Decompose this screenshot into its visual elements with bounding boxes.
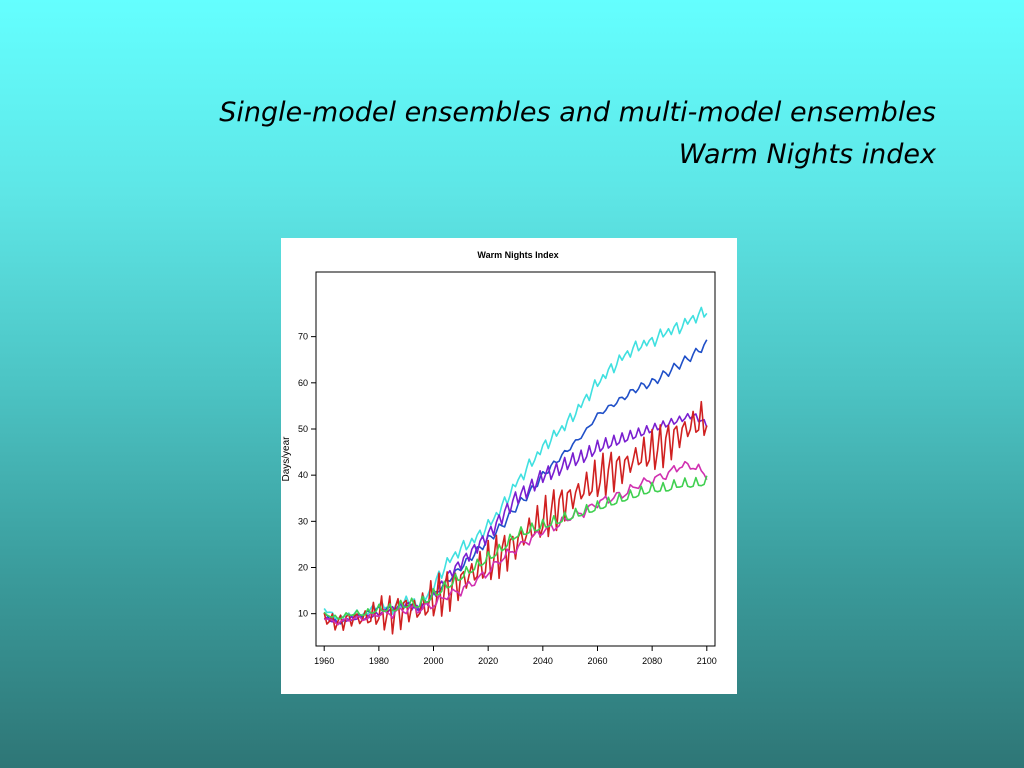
warm-nights-chart: Warm Nights Index 1960 1980 2000 2020 2040 20… <box>281 250 717 666</box>
slide-title: Single-model ensembles and multi-model e… <box>76 92 936 176</box>
y-tick-label-30: 30 <box>298 516 308 526</box>
series-line-3 <box>323 412 708 625</box>
x-tick-label-2020: 2020 <box>478 656 498 666</box>
x-tick-label-2040: 2040 <box>533 656 553 666</box>
x-tick-label-2000: 2000 <box>423 656 443 666</box>
y-tick-label-40: 40 <box>298 470 308 480</box>
x-tick-label-2100: 2100 <box>697 656 717 666</box>
chart-panel: Warm Nights Index 1960 1980 2000 2020 2040 20… <box>281 238 737 694</box>
series-line-5 <box>324 460 708 626</box>
y-tick-label-70: 70 <box>298 332 308 342</box>
plot-frame <box>315 271 716 647</box>
slide-title-line-2: Warm Nights index <box>678 139 936 170</box>
chart-title: Warm Nights Index <box>477 250 558 260</box>
y-tick-label-10: 10 <box>298 609 308 619</box>
slide-title-line-1: Single-model ensembles and multi-model e… <box>219 97 936 128</box>
x-tick-label-1960: 1960 <box>314 656 334 666</box>
y-tick-label-60: 60 <box>298 378 308 388</box>
x-tick-label-2080: 2080 <box>642 656 662 666</box>
x-tick-label-2060: 2060 <box>587 656 607 666</box>
series-line-6 <box>323 475 708 620</box>
y-tick-label-20: 20 <box>298 563 308 573</box>
x-axis: 1960 1980 2000 2020 2040 2060 2080 2100 <box>314 646 717 666</box>
y-axis-label: Days/year <box>281 436 292 482</box>
x-tick-label-1980: 1980 <box>369 656 389 666</box>
series-line-1 <box>323 306 708 620</box>
series-line-4 <box>323 400 708 635</box>
y-axis: 10 20 30 40 50 60 70 <box>298 332 316 619</box>
y-tick-label-50: 50 <box>298 424 308 434</box>
series-lines <box>323 306 708 635</box>
